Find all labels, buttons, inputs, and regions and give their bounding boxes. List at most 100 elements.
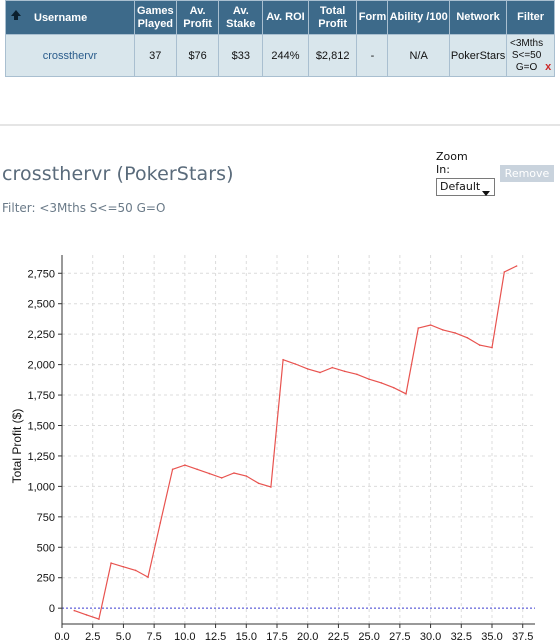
- profit-data-point: [257, 482, 260, 485]
- profit-data-point: [503, 271, 506, 273]
- y-tick-label: 2,250: [27, 329, 55, 341]
- x-tick-label: 37.5: [512, 631, 533, 643]
- profit-data-point: [196, 468, 198, 471]
- profit-data-point: [478, 344, 481, 346]
- profit-data-point: [417, 327, 420, 329]
- x-tick-label: 27.5: [389, 631, 410, 643]
- profit-data-point: [233, 472, 235, 474]
- y-axis-label: Total Profit ($): [10, 409, 24, 484]
- x-tick-label: 5.0: [116, 631, 131, 643]
- profit-data-point: [122, 566, 125, 568]
- av-stake-header-line1: Av.: [232, 4, 249, 17]
- filter-line-3: G=O: [515, 61, 538, 73]
- x-tick-label: 25.0: [358, 631, 379, 643]
- section-divider: [0, 124, 560, 126]
- profit-data-point: [184, 464, 186, 466]
- column-header-ability[interactable]: Ability /100: [387, 0, 450, 35]
- x-tick-label: 7.5: [146, 631, 161, 643]
- x-tick-label: 20.0: [297, 631, 318, 643]
- profit-data-point: [515, 265, 518, 267]
- profit-chart: 0.0 2.5 5.0 7.5 10.0 12.5 15.0 17.5 20.0 22.5 25.0…: [10, 255, 535, 643]
- x-tick-label: 12.5: [205, 631, 226, 643]
- column-header-av-roi[interactable]: Av. ROI: [262, 0, 309, 35]
- column-header-filter: Filter: [506, 0, 555, 35]
- av-profit-cell: $76: [175, 34, 220, 77]
- y-tick-label: 250: [37, 573, 55, 585]
- y-tick-label: 0: [49, 603, 55, 615]
- x-tick-label: 0.0: [54, 631, 69, 643]
- profit-data-point: [98, 618, 100, 620]
- total-profit-header-line1: Total: [319, 4, 346, 17]
- filter-cell: <3Mths S<=50 G=O x: [506, 34, 555, 77]
- av-stake-header-line2: Stake: [226, 17, 256, 30]
- username-header-label: Username: [34, 11, 88, 24]
- av-profit-header-line1: Av.: [189, 4, 206, 17]
- av-profit-header-line2: Profit: [183, 17, 212, 30]
- zoom-label: Zoom In:: [436, 150, 500, 176]
- profit-data-point: [73, 609, 76, 612]
- column-header-av-profit[interactable]: Av. Profit: [175, 0, 220, 35]
- column-header-av-stake[interactable]: Av. Stake: [218, 0, 264, 35]
- ability-cell: N/A: [387, 34, 450, 77]
- player-title: crossthervr (PokerStars): [2, 163, 234, 185]
- y-tick-label: 500: [37, 542, 55, 554]
- column-header-network[interactable]: Network: [448, 0, 508, 35]
- profit-data-point: [356, 373, 358, 376]
- av-roi-cell: 244%: [262, 34, 309, 77]
- profit-data-point: [405, 393, 407, 395]
- filter-line-1: <3Mths: [510, 37, 544, 49]
- y-tick-label: 1,250: [27, 451, 55, 463]
- x-tick-label: 35.0: [481, 631, 502, 643]
- profit-data-point: [270, 486, 272, 488]
- zoom-control: Zoom In: Default: [436, 150, 500, 196]
- av-stake-cell: $33: [218, 34, 264, 77]
- profit-data-point: [134, 569, 137, 572]
- profit-data-point: [368, 378, 370, 380]
- profit-data-point: [208, 472, 211, 475]
- profit-data-point: [392, 386, 395, 389]
- profit-data-point: [429, 324, 432, 326]
- chart-axes: 0.0 2.5 5.0 7.5 10.0 12.5 15.0 17.5 20.0 22.5 25.0…: [27, 255, 535, 643]
- profit-data-point: [331, 366, 334, 369]
- total-profit-header-line2: Profit: [318, 17, 347, 30]
- profit-series-line: [74, 265, 517, 620]
- chevron-down-icon: [482, 185, 490, 201]
- zoom-select[interactable]: Default: [436, 178, 495, 196]
- y-tick-label: 1,750: [27, 390, 55, 402]
- profit-data-point: [454, 332, 456, 334]
- y-tick-label: 2,500: [27, 299, 55, 311]
- profit-data-point: [442, 329, 444, 331]
- x-tick-label: 15.0: [236, 631, 257, 643]
- profit-data-point: [466, 337, 469, 339]
- x-tick-label: 2.5: [85, 631, 100, 643]
- games-played-header-line2: Played: [137, 17, 174, 30]
- column-header-total-profit[interactable]: Total Profit: [307, 0, 358, 35]
- sort-up-arrow-icon[interactable]: [10, 9, 22, 25]
- total-profit-cell: $2,812: [307, 34, 358, 77]
- profit-data-point: [319, 371, 321, 374]
- remove-button[interactable]: Remove: [500, 165, 554, 182]
- y-tick-label: 2,000: [27, 360, 55, 372]
- zoom-selected-value: Default: [440, 180, 481, 193]
- y-tick-label: 1,500: [27, 420, 55, 432]
- x-tick-label: 30.0: [420, 631, 441, 643]
- zoom-label-line1: Zoom: [436, 150, 468, 163]
- x-tick-label: 22.5: [328, 631, 349, 643]
- profit-data-point: [380, 382, 383, 384]
- profit-data-point: [306, 368, 309, 370]
- filter-summary: Filter: <3Mths S<=50 G=O: [2, 201, 166, 215]
- column-header-username[interactable]: Username: [5, 0, 135, 35]
- profit-data-point: [171, 468, 174, 471]
- remove-filter-icon[interactable]: x: [545, 60, 552, 73]
- filter-line-2: S<=50: [511, 49, 542, 61]
- column-header-games-played[interactable]: Games Played: [133, 0, 177, 35]
- games-played-header-line1: Games: [136, 4, 174, 17]
- profit-data-point: [294, 363, 297, 365]
- profit-data-point: [159, 522, 162, 524]
- y-tick-label: 750: [37, 512, 55, 524]
- username-link[interactable]: crossthervr: [5, 34, 135, 77]
- profit-data-point: [110, 562, 112, 564]
- filter-text: <3Mths S<=50 G=O: [510, 38, 543, 74]
- table-row: crossthervr 37 $76 $33 244% $2,812 - N/A…: [5, 34, 555, 77]
- column-header-form[interactable]: Form: [356, 0, 389, 35]
